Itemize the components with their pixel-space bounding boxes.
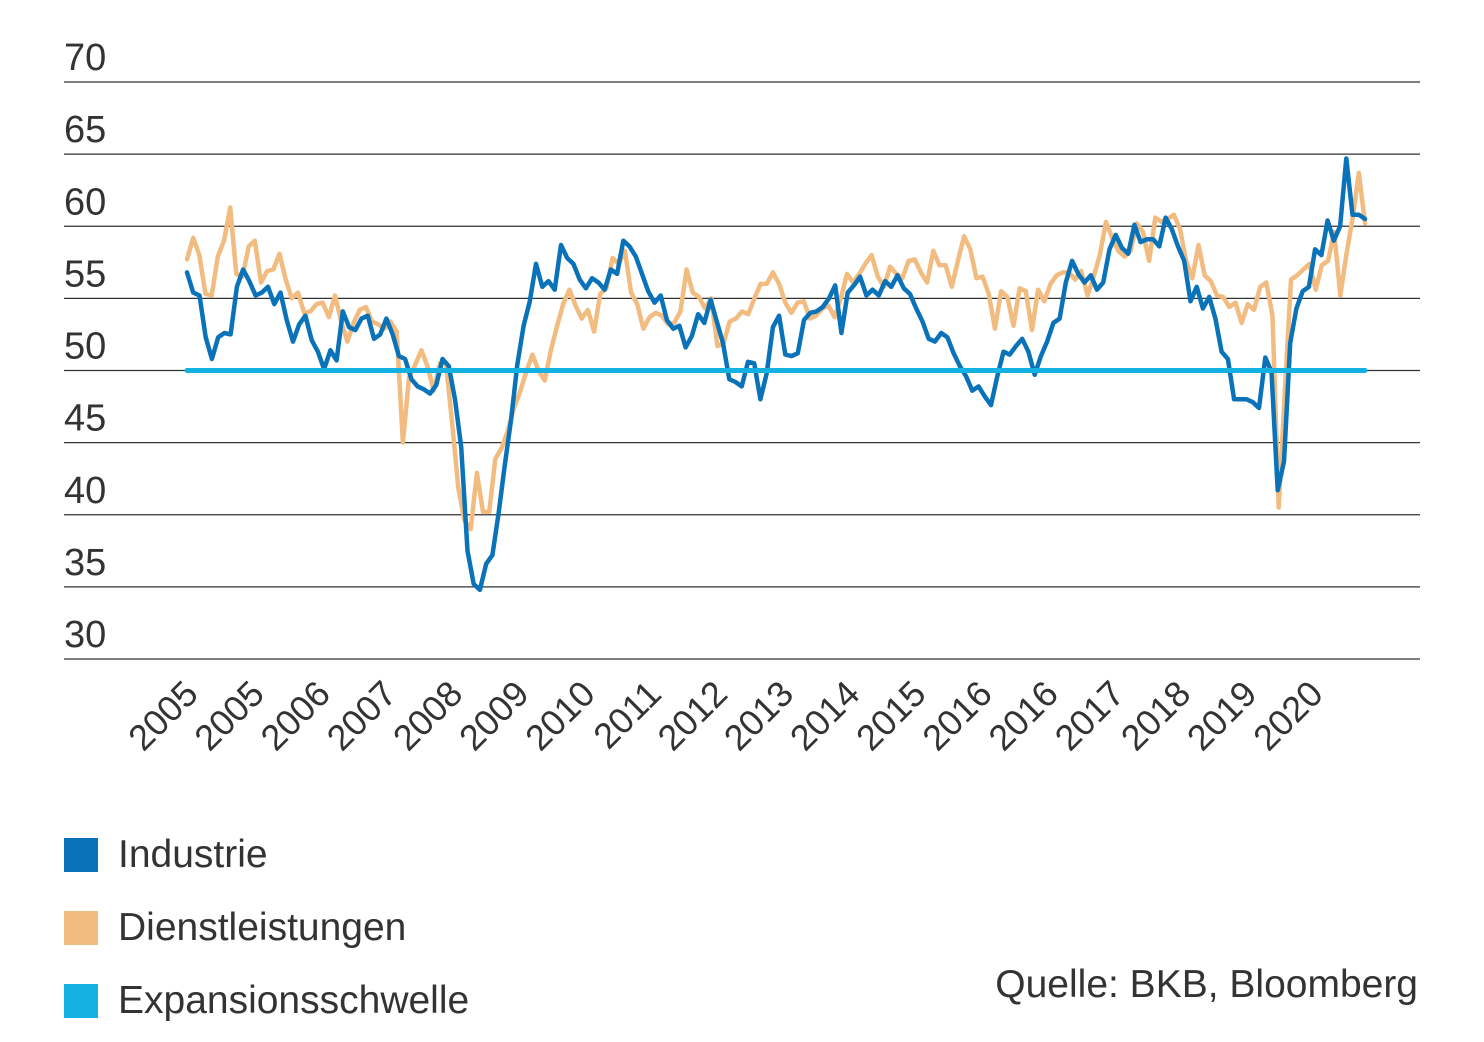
x-tick-label: 2013: [716, 673, 802, 759]
y-tick-label: 50: [64, 326, 106, 368]
legend-item-expansionsschwelle: Expansionsschwelle: [64, 964, 469, 1037]
y-tick-label: 40: [64, 470, 106, 512]
x-tick-label: 2020: [1245, 673, 1331, 759]
x-tick-label: 2010: [517, 673, 603, 759]
y-tick-label: 45: [64, 398, 106, 440]
series-lines: [184, 156, 1368, 593]
x-tick-label: 2011: [585, 673, 669, 757]
x-tick-label: 2015: [848, 673, 934, 759]
x-tick-label: 2016: [914, 673, 1000, 759]
x-tick-label: 2016: [980, 673, 1066, 759]
x-tick-label: 2012: [649, 673, 735, 759]
x-tick-label: 2008: [385, 673, 471, 759]
x-tick-label: 2005: [186, 673, 272, 759]
y-tick-label: 70: [64, 37, 106, 79]
source-note: Quelle: BKB, Bloomberg: [995, 963, 1418, 1006]
y-tick-label: 55: [64, 253, 106, 295]
x-tick-label: 2009: [451, 673, 537, 759]
x-tick-label: 2017: [1047, 673, 1133, 759]
x-tick-label: 2014: [782, 673, 868, 759]
x-tick-label: 2005: [120, 673, 206, 759]
legend-swatch-industrie: [64, 837, 98, 872]
y-tick-label: 35: [64, 542, 106, 584]
legend-item-industrie: Industrie: [64, 818, 469, 891]
y-tick-label: 65: [64, 109, 106, 151]
legend-label: Dienstleistungen: [118, 905, 407, 949]
legend-label: Industrie: [118, 832, 268, 876]
series-line-industrie: [184, 156, 1368, 593]
legend-label: Expansionsschwelle: [118, 978, 470, 1022]
x-tick-label: 2006: [252, 673, 338, 759]
y-tick-label: 30: [64, 614, 106, 656]
y-tick-label: 60: [64, 181, 106, 223]
y-axis-tick-labels: 30 35 40 45 50 55 60 65 70: [64, 37, 106, 656]
x-tick-label: 2019: [1179, 673, 1265, 759]
x-tick-label: 2018: [1113, 673, 1199, 759]
legend-swatch-expansionsschwelle: [64, 983, 98, 1018]
x-axis-tick-labels: 2005200520062007200820092010201120122013…: [120, 673, 1331, 759]
legend-item-dienstleistungen: Dienstleistungen: [64, 891, 469, 964]
x-tick-label: 2007: [319, 673, 405, 759]
legend-swatch-dienstleistungen: [64, 910, 98, 945]
legend: Industrie Dienstleistungen Expansionssch…: [64, 818, 469, 1037]
